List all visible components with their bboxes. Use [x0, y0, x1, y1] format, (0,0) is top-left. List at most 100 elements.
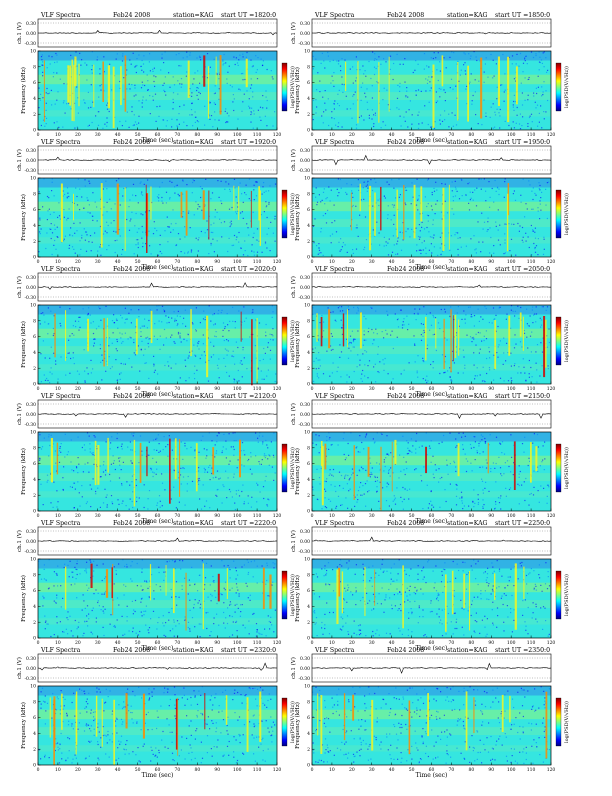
- spectrogram-speckle: [217, 471, 218, 472]
- spectrogram-speckle: [241, 193, 242, 194]
- spectrogram-speckle: [513, 121, 514, 122]
- spectrogram-speckle: [536, 313, 537, 314]
- spectrogram-speckle: [227, 83, 228, 84]
- spectrogram-speckle: [359, 470, 360, 471]
- spectrogram-background: [38, 432, 277, 511]
- sferic-line: [203, 563, 204, 629]
- spectrogram-speckle: [76, 569, 77, 570]
- spectrogram-speckle: [230, 222, 231, 223]
- spectrogram-speckle: [473, 560, 474, 561]
- spectrogram-speckle: [417, 579, 418, 580]
- spectrogram-speckle: [218, 625, 219, 626]
- spectrogram-speckle: [158, 255, 159, 256]
- spectrogram-speckle: [535, 247, 536, 248]
- spectrogram-speckle: [202, 560, 203, 561]
- spectrogram-speckle: [132, 195, 133, 196]
- spectrogram-speckle: [381, 603, 382, 604]
- spectrogram-speckle: [540, 318, 541, 319]
- spectrogram-speckle: [43, 597, 44, 598]
- spectrogram-speckle: [236, 583, 237, 584]
- spectrogram-speckle: [521, 346, 522, 347]
- spectrogram-speckle: [498, 209, 499, 210]
- spectrogram-speckle: [523, 452, 524, 453]
- spectrogram-speckle: [529, 184, 530, 185]
- spectrogram-speckle: [396, 580, 397, 581]
- spectrogram-speckle: [208, 467, 209, 468]
- spectrogram-speckle: [458, 254, 459, 255]
- spectrogram-speckle: [51, 190, 52, 191]
- spectrogram-speckle: [446, 501, 447, 502]
- spectrogram-speckle: [235, 567, 236, 568]
- spectrogram-speckle: [103, 502, 104, 503]
- spectrogram-speckle: [188, 355, 189, 356]
- y-tick-label: 4: [33, 223, 36, 229]
- spectrogram-speckle: [129, 230, 130, 231]
- spectrogram-speckle: [76, 86, 77, 87]
- spectrogram-speckle: [403, 324, 404, 325]
- spectrogram-speckle: [339, 472, 340, 473]
- spectrogram-speckle: [52, 232, 53, 233]
- spectrogram-speckle: [542, 352, 543, 353]
- x-tick-label: 110: [253, 132, 262, 138]
- spectrogram-speckle: [525, 599, 526, 600]
- x-tick-label: 70: [449, 513, 455, 519]
- spectrogram-speckle: [323, 255, 324, 256]
- spectrogram-speckle: [455, 613, 456, 614]
- panel-station: station=KAG: [173, 139, 214, 146]
- spectrogram-speckle: [547, 503, 548, 504]
- spectrogram-speckle: [72, 235, 73, 236]
- spectrogram-speckle: [170, 630, 171, 631]
- spectrogram-speckle: [418, 64, 419, 65]
- spectrogram-speckle: [316, 245, 317, 246]
- spectrogram-speckle: [66, 219, 67, 220]
- spectrogram-top-band: [312, 51, 551, 60]
- spectrogram-speckle: [46, 123, 47, 124]
- spectrogram-speckle: [84, 102, 85, 103]
- spectrogram-speckle: [237, 467, 238, 468]
- spectrogram-speckle: [408, 612, 409, 613]
- spectrogram-speckle: [423, 593, 424, 594]
- spectrogram-speckle: [115, 469, 116, 470]
- spectrogram-speckle: [167, 361, 168, 362]
- spectrogram-speckle: [362, 65, 363, 66]
- spectrogram-speckle: [60, 323, 61, 324]
- spectrogram-speckle: [514, 315, 515, 316]
- spectrogram-speckle: [240, 212, 241, 213]
- spectrogram-speckle: [346, 457, 347, 458]
- spectrogram-speckle: [122, 317, 123, 318]
- spectrogram-speckle: [407, 329, 408, 330]
- spectrogram-speckle: [375, 381, 376, 382]
- sferic-line: [322, 446, 324, 505]
- spectrogram-speckle: [150, 618, 151, 619]
- spectrogram-speckle: [466, 574, 467, 575]
- spectrogram-chorus-band: [38, 456, 277, 465]
- spectrogram-speckle: [353, 253, 354, 254]
- spectrogram-speckle: [138, 123, 139, 124]
- spectrogram-speckle: [378, 205, 379, 206]
- spectrogram-speckle: [363, 187, 364, 188]
- spectrogram-speckle: [68, 353, 69, 354]
- spectrogram-speckle: [481, 179, 482, 180]
- spectrogram-speckle: [547, 347, 548, 348]
- spectrogram-speckle: [117, 380, 118, 381]
- spectrogram-speckle: [510, 487, 511, 488]
- spectrogram-speckle: [254, 255, 255, 256]
- spectrogram-speckle: [431, 611, 432, 612]
- spectrogram-speckle: [422, 358, 423, 359]
- spectrogram-speckle: [333, 476, 334, 477]
- colorbar: [282, 317, 287, 365]
- spectrogram-speckle: [462, 503, 463, 504]
- spectrogram-speckle: [259, 360, 260, 361]
- spectrogram-speckle: [517, 306, 518, 307]
- spectrogram-speckle: [363, 580, 364, 581]
- spectrogram-speckle: [451, 235, 452, 236]
- spectrogram-speckle: [500, 340, 501, 341]
- spectrogram-speckle: [421, 323, 422, 324]
- spectrogram-speckle: [261, 59, 262, 60]
- spectrogram-speckle: [242, 54, 243, 55]
- spectrogram-speckle: [155, 94, 156, 95]
- spectrogram-speckle: [338, 178, 339, 179]
- spectrogram-speckle: [473, 489, 474, 490]
- panel-date: Feb24 2008: [113, 266, 150, 273]
